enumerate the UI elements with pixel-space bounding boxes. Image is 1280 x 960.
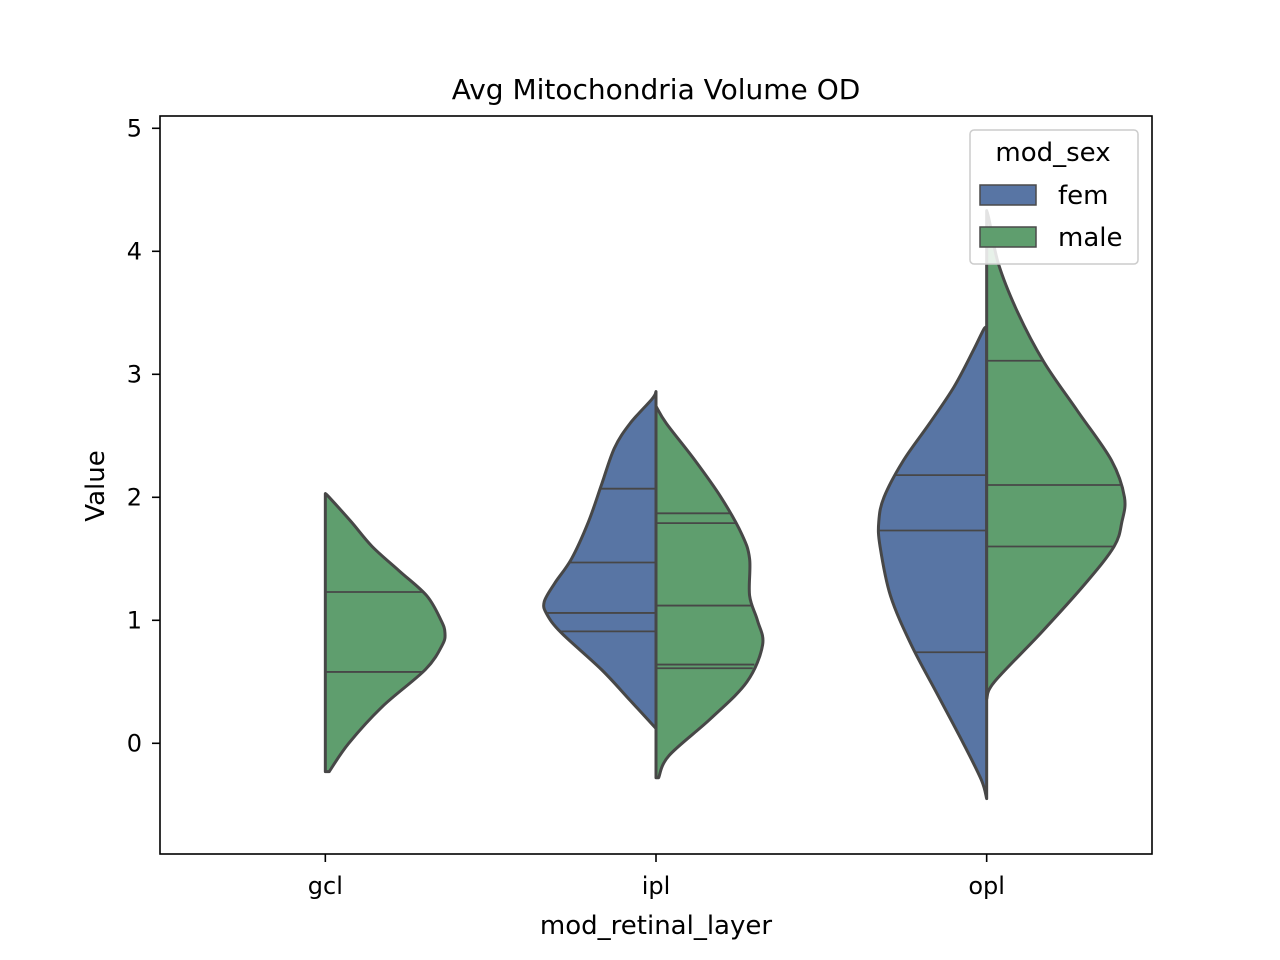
y-axis: 0 1 2 3 4 5 (127, 114, 160, 757)
violin-body-opl-fem (876, 325, 989, 801)
legend-title: mod_sex (995, 138, 1110, 168)
legend-swatch-male (979, 226, 1037, 248)
legend: mod_sex fem male (969, 129, 1139, 265)
legend-label-fem: fem (1058, 181, 1108, 211)
violin-ipl-fem (542, 390, 658, 731)
y-tick-label: 5 (127, 114, 142, 142)
x-tick-label-opl: opl (968, 872, 1005, 900)
y-tick-label: 2 (127, 483, 142, 511)
violin-body-ipl-fem (542, 390, 658, 731)
y-axis-label: Value (81, 450, 111, 521)
x-tick-label-ipl: ipl (642, 872, 671, 900)
y-tick-label: 0 (127, 729, 142, 757)
violin-opl-fem (876, 325, 989, 801)
violin-body-ipl-male (654, 404, 765, 780)
y-tick-label: 3 (127, 360, 142, 388)
y-tick-label: 1 (127, 606, 142, 634)
x-axis-label: mod_retinal_layer (540, 911, 772, 941)
violin-body-gcl-male (323, 492, 447, 774)
x-axis: gcl ipl opl (308, 854, 1005, 900)
violin-gcl-male (323, 492, 447, 774)
chart-title: Avg Mitochondria Volume OD (452, 73, 861, 106)
legend-label-male: male (1058, 223, 1122, 253)
violin-ipl-male (654, 404, 765, 780)
violins-layer (323, 209, 1127, 801)
legend-swatch-fem (979, 184, 1037, 206)
x-tick-label-gcl: gcl (308, 872, 343, 900)
y-tick-label: 4 (127, 237, 142, 265)
